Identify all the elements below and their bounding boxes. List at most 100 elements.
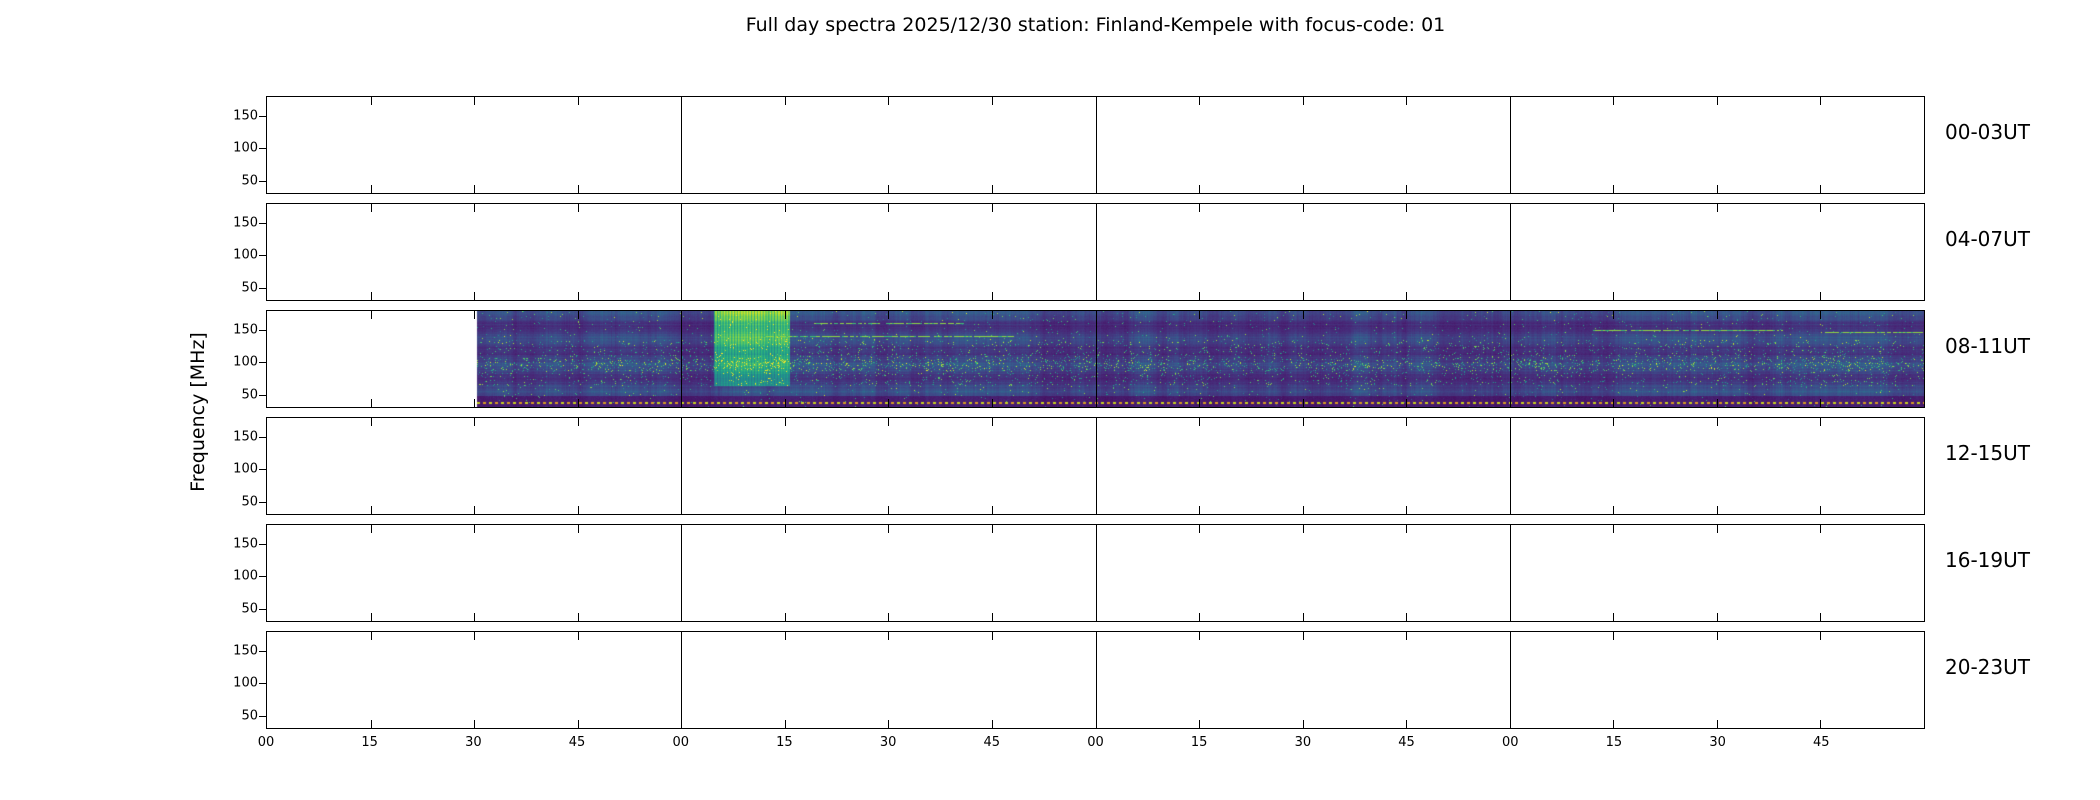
minor-tick xyxy=(474,292,476,300)
y-tick-label: 100 xyxy=(233,354,258,370)
minor-tick xyxy=(1406,292,1408,300)
minor-tick xyxy=(888,418,890,426)
minor-tick xyxy=(474,418,476,426)
y-tick-mark xyxy=(259,544,266,546)
minor-tick xyxy=(888,632,890,640)
minor-tick xyxy=(1302,418,1304,426)
panel-08-11ut xyxy=(259,310,1925,408)
hour-gridline xyxy=(1509,418,1511,514)
minor-tick xyxy=(1302,506,1304,514)
minor-tick xyxy=(1716,418,1718,426)
panel-label-12-15ut: 12-15UT xyxy=(1945,441,2030,465)
minor-tick xyxy=(888,204,890,212)
minor-tick xyxy=(1613,204,1615,212)
minor-tick xyxy=(784,311,786,319)
minor-tick xyxy=(577,292,579,300)
minor-tick xyxy=(370,418,372,426)
minor-tick xyxy=(1406,720,1408,728)
minor-tick xyxy=(1613,613,1615,621)
minor-tick xyxy=(1406,632,1408,640)
minor-tick xyxy=(577,185,579,193)
hour-gridline xyxy=(1095,632,1097,728)
minor-tick xyxy=(577,525,579,533)
hour-gridline xyxy=(1095,525,1097,621)
y-tick-label: 100 xyxy=(233,140,258,156)
y-tick-mark xyxy=(259,682,266,684)
minor-tick xyxy=(1716,292,1718,300)
x-tick-label: 00 xyxy=(1501,735,1519,750)
hour-gridline xyxy=(681,204,683,300)
minor-tick xyxy=(888,185,890,193)
x-tick-label: 30 xyxy=(465,735,482,750)
minor-tick xyxy=(577,506,579,514)
minor-tick xyxy=(1820,311,1822,319)
minor-tick xyxy=(1302,204,1304,212)
hour-gridline xyxy=(1095,311,1097,407)
minor-tick xyxy=(991,632,993,640)
minor-tick xyxy=(1820,204,1822,212)
minor-tick xyxy=(577,613,579,621)
minor-tick xyxy=(784,632,786,640)
minor-tick xyxy=(370,185,372,193)
hour-gridline xyxy=(681,311,683,407)
y-tick-mark xyxy=(259,361,266,363)
minor-tick xyxy=(1199,97,1201,105)
y-tick-label: 50 xyxy=(241,387,258,403)
minor-tick xyxy=(1199,204,1201,212)
minor-tick xyxy=(1613,292,1615,300)
hour-gridline xyxy=(681,418,683,514)
x-tick-label: 45 xyxy=(983,735,1001,750)
minor-tick xyxy=(1716,613,1718,621)
minor-tick xyxy=(1613,311,1615,319)
minor-tick xyxy=(888,506,890,514)
panel-12-15ut xyxy=(259,417,1925,515)
minor-tick xyxy=(1820,525,1822,533)
minor-tick xyxy=(1613,632,1615,640)
y-tick-mark xyxy=(259,180,266,182)
y-tick-label: 150 xyxy=(233,429,258,445)
minor-tick xyxy=(577,720,579,728)
minor-tick xyxy=(1199,613,1201,621)
minor-tick xyxy=(1716,506,1718,514)
y-tick-label: 50 xyxy=(241,280,258,296)
minor-tick xyxy=(1820,399,1822,407)
panel-label-08-11ut: 08-11UT xyxy=(1945,334,2030,358)
minor-tick xyxy=(1820,97,1822,105)
hour-gridline xyxy=(681,525,683,621)
minor-tick xyxy=(577,418,579,426)
y-tick-mark xyxy=(259,116,266,118)
minor-tick xyxy=(1613,525,1615,533)
y-tick-label: 50 xyxy=(241,494,258,510)
y-tick-label: 100 xyxy=(233,568,258,584)
minor-tick xyxy=(1199,720,1201,728)
minor-tick xyxy=(784,613,786,621)
minor-tick xyxy=(1302,720,1304,728)
minor-tick xyxy=(1820,506,1822,514)
minor-tick xyxy=(1302,525,1304,533)
hour-gridline xyxy=(1095,204,1097,300)
hour-gridline xyxy=(1095,97,1097,193)
minor-tick xyxy=(991,185,993,193)
minor-tick xyxy=(991,506,993,514)
x-tick-label: 00 xyxy=(672,735,690,750)
y-tick-label: 50 xyxy=(241,708,258,724)
x-tick-label: 15 xyxy=(1190,735,1208,750)
y-tick-label: 150 xyxy=(233,108,258,124)
hour-gridline xyxy=(1509,204,1511,300)
minor-tick xyxy=(1302,311,1304,319)
minor-tick xyxy=(1820,292,1822,300)
minor-tick xyxy=(1716,185,1718,193)
y-tick-mark xyxy=(259,715,266,717)
minor-tick xyxy=(991,204,993,212)
minor-tick xyxy=(1820,613,1822,621)
minor-tick xyxy=(1302,97,1304,105)
y-tick-mark xyxy=(259,468,266,470)
minor-tick xyxy=(1406,97,1408,105)
minor-tick xyxy=(1613,720,1615,728)
y-axis-label: Frequency [MHz] xyxy=(187,332,209,492)
minor-tick xyxy=(1302,632,1304,640)
minor-tick xyxy=(1613,185,1615,193)
y-tick-label: 150 xyxy=(233,536,258,552)
minor-tick xyxy=(370,311,372,319)
minor-tick xyxy=(370,399,372,407)
